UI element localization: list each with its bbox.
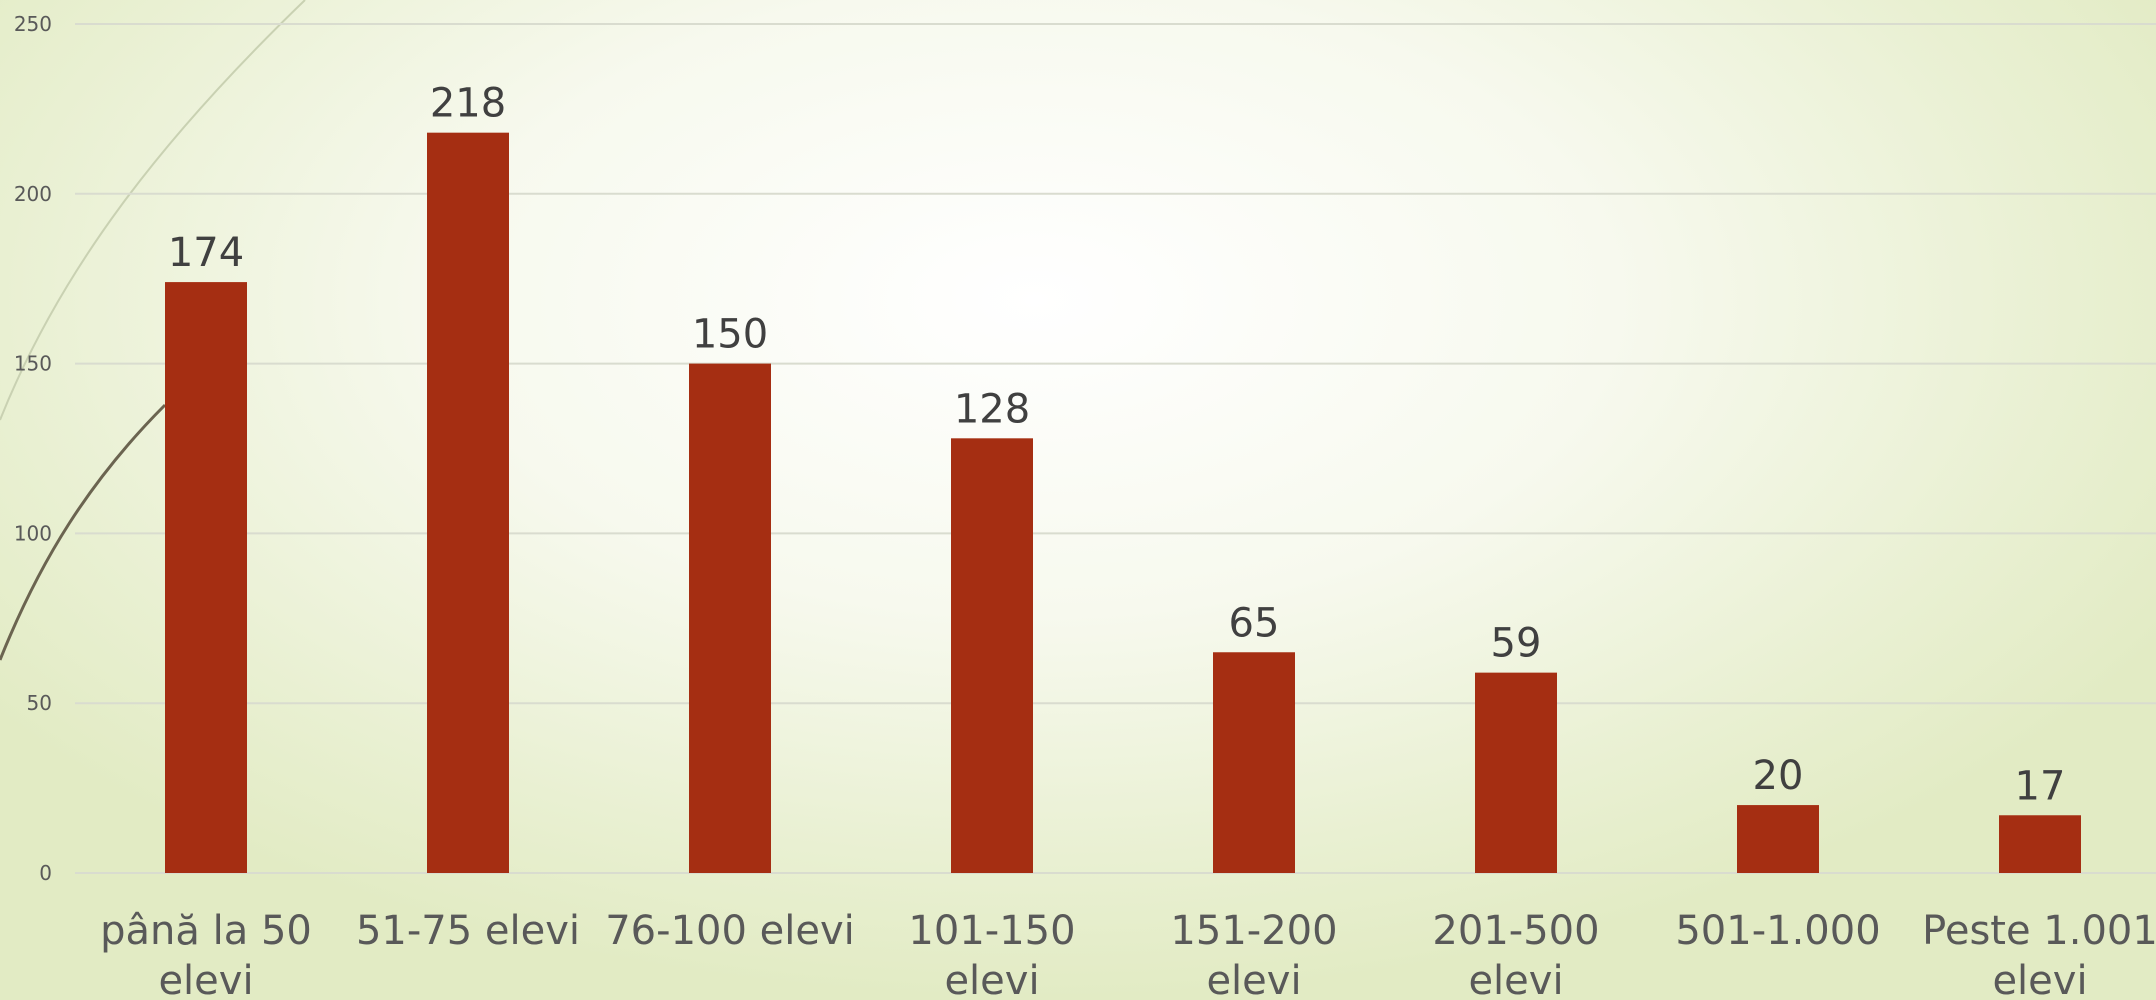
x-tick-label-line: 101-150 — [908, 908, 1075, 954]
decorative-arc-light — [0, 0, 306, 421]
x-tick-label: 101-150 elevi — [908, 908, 1075, 1000]
bar — [1999, 815, 2081, 873]
x-tick-label-line: 51-75 elevi — [356, 908, 580, 954]
x-tick-label: Peste 1.001 elevi — [1922, 908, 2156, 1000]
bar — [1737, 805, 1819, 873]
y-tick-label: 50 — [27, 691, 52, 715]
decorative-arc-dark — [0, 403, 167, 661]
y-tick-label: 0 — [39, 861, 52, 885]
data-label: 20 — [1753, 753, 1804, 799]
data-label: 65 — [1229, 600, 1280, 646]
data-label: 59 — [1491, 621, 1542, 667]
x-tick-label-line: elevi — [944, 958, 1039, 1000]
y-tick-label: 150 — [14, 352, 52, 376]
bar — [951, 438, 1033, 873]
data-label: 174 — [168, 230, 244, 276]
gridlines — [75, 23, 2156, 874]
bar — [689, 363, 771, 873]
data-labels: 174 218 150 128 65 59 20 17 — [168, 81, 2066, 810]
x-tick-label-line: 201-500 — [1432, 908, 1599, 954]
x-tick-label: 76-100 elevi — [605, 908, 855, 954]
y-tick-label: 200 — [14, 182, 52, 206]
x-tick-label-line: elevi — [1206, 958, 1301, 1000]
data-label: 128 — [954, 386, 1030, 432]
x-tick-label: 151-200 elevi — [1170, 908, 1337, 1000]
decorative-arcs — [0, 0, 306, 661]
y-tick-label: 250 — [14, 12, 52, 36]
y-tick-label: 100 — [14, 521, 52, 545]
x-tick-label-line: 151-200 — [1170, 908, 1337, 954]
data-label: 17 — [2015, 763, 2066, 809]
bar — [165, 282, 247, 873]
data-label: 218 — [430, 81, 506, 127]
x-tick-label-line: elevi — [1992, 958, 2087, 1000]
x-tick-label: 501-1.000 — [1675, 908, 1880, 954]
bar-series — [165, 132, 2081, 873]
x-tick-label: până la 50 elevi — [100, 908, 312, 1000]
data-label: 150 — [692, 312, 768, 358]
x-tick-label: 201-500 elevi — [1432, 908, 1599, 1000]
bar — [427, 132, 509, 873]
x-tick-label-line: 501-1.000 — [1675, 908, 1880, 954]
bar — [1475, 672, 1557, 873]
x-tick-label-line: elevi — [158, 958, 253, 1000]
x-tick-label: 51-75 elevi — [356, 908, 580, 954]
bar — [1213, 652, 1295, 873]
x-tick-label-line: 76-100 elevi — [605, 908, 855, 954]
x-tick-label-line: elevi — [1468, 958, 1563, 1000]
y-axis: 0 50 100 150 200 250 — [14, 12, 52, 885]
x-tick-label-line: Peste 1.001 — [1922, 908, 2156, 954]
x-tick-label-line: până la 50 — [100, 908, 312, 954]
